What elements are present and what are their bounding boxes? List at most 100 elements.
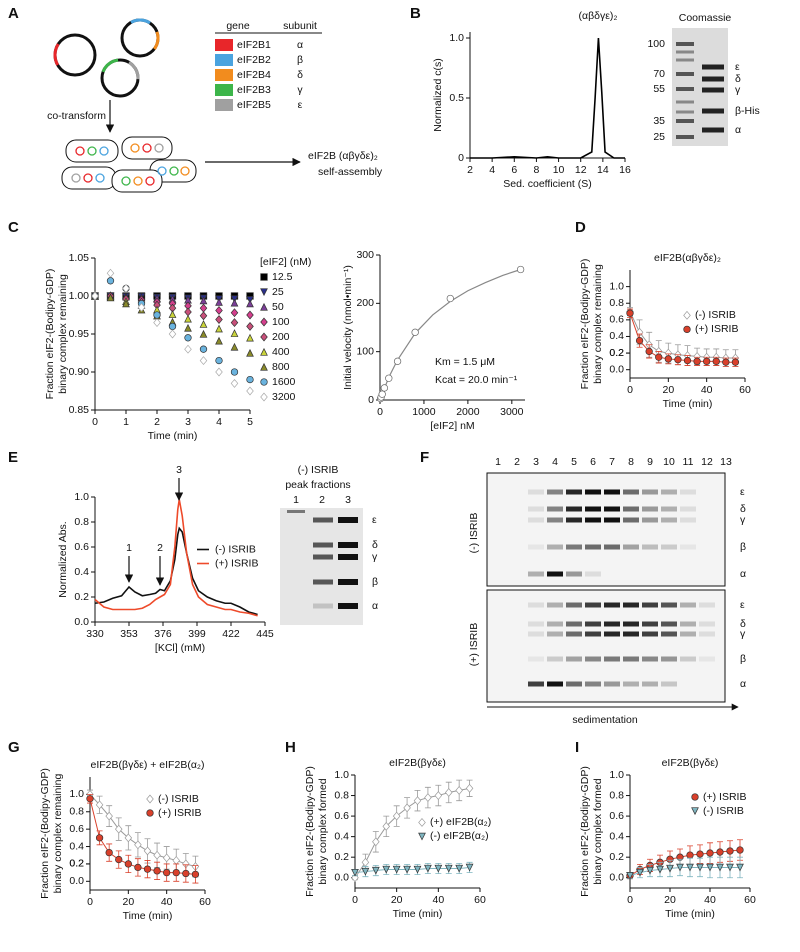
gel-band [547,656,563,662]
marker [676,863,684,872]
x-tick-label: 14 [597,164,609,176]
gel-band [699,656,715,662]
annotation: 3 [176,464,182,476]
gel-band [585,602,601,608]
gel-band [680,621,696,627]
panel-label: F [420,449,429,466]
gel-band [528,621,544,627]
gel-band [642,621,658,627]
gel-band [676,58,694,62]
gel-band [547,681,563,687]
marker [184,323,192,332]
x-tick-label: 0 [87,896,93,908]
plasmids [53,18,160,98]
marker [230,298,239,307]
x-tick-label: 40 [704,894,716,906]
gel-band [585,506,601,512]
marker [91,291,99,301]
table-header: gene [226,20,250,32]
gel-title: (-) ISRIB [298,464,339,476]
gel-band [313,554,333,560]
marker [706,863,714,872]
y-tick-label: 1.0 [449,32,464,44]
y-tick-label: 0.6 [334,810,349,822]
y-tick-label: 0 [368,394,374,406]
legend-label: (-) ISRIB [158,793,199,805]
gel-band [585,656,601,662]
chart-title: eIF2B(βγδε) [389,757,446,769]
y-tick-label: 1.0 [74,491,89,503]
gel-band [676,100,694,104]
gel-band [528,602,544,608]
x-tick-label: 0 [92,416,98,428]
lane-label: 3 [533,456,539,468]
gel-band [680,602,696,608]
marker [199,311,208,321]
x-axis-label: Time (min) [148,430,198,442]
marker [444,864,453,873]
x-tick-label: 376 [154,628,172,640]
x-tick-label: 6 [511,164,517,176]
cells [61,136,197,193]
band-label: α [735,124,741,136]
marker [260,332,268,342]
gel-band [566,621,582,627]
legend-label: 25 [272,286,284,298]
marker [124,860,132,868]
gel-band [676,72,694,76]
gel-band [604,656,620,662]
x-tick-label: 1000 [412,406,436,418]
marker [184,307,192,317]
marker [351,868,359,877]
gel-band [642,506,658,512]
gel-band [528,489,544,495]
band-label: ε [740,599,745,611]
x-tick-label: 20 [122,896,134,908]
gel-band [604,631,620,637]
marker [246,299,254,308]
gel-band [547,631,563,637]
gel-band [566,631,582,637]
marker [86,795,94,803]
marker [184,344,192,354]
legend-label: 12.5 [272,271,293,283]
gel-band [699,621,715,627]
legend-label: (+) eIF2B(α₂) [430,816,491,828]
marker [382,821,391,831]
y-tick-label: 1.05 [69,252,90,264]
x-tick-label: 445 [256,628,274,640]
x-tick-label: 4 [216,416,222,428]
marker [215,297,223,306]
table-header: subunit [283,20,317,32]
gel-band [661,602,677,608]
band-label: β [740,653,746,665]
gel-band [566,656,582,662]
gel-band [661,489,677,495]
gel-band [604,544,620,550]
annotation: Km = 1.5 μM [435,356,495,368]
gel-band [604,517,620,523]
chart-title: eIF2B(βγδε) [662,757,719,769]
marker [666,864,674,873]
gel-band [680,631,696,637]
gel-band [547,621,563,627]
lane-label: 8 [628,456,634,468]
marker [260,288,268,297]
marker [693,357,701,366]
marker [361,867,370,876]
marker [736,863,744,872]
marker [683,310,691,320]
legend-label: 100 [272,316,290,328]
swatch [215,84,233,96]
marker [143,865,152,873]
lane-label: 11 [683,456,694,468]
gel-band [642,602,658,608]
y-tick-label: 0.2 [609,851,624,863]
x-tick-label: 40 [701,384,713,396]
marker [636,868,644,877]
y-axis-label: Fraction eIF2-(Bodipy-GDP) [39,768,51,899]
gel-band [338,554,358,560]
marker-label: 25 [653,131,665,143]
y-axis-label: binary complex formed [317,778,329,884]
y-tick-label: 1.0 [609,769,624,781]
